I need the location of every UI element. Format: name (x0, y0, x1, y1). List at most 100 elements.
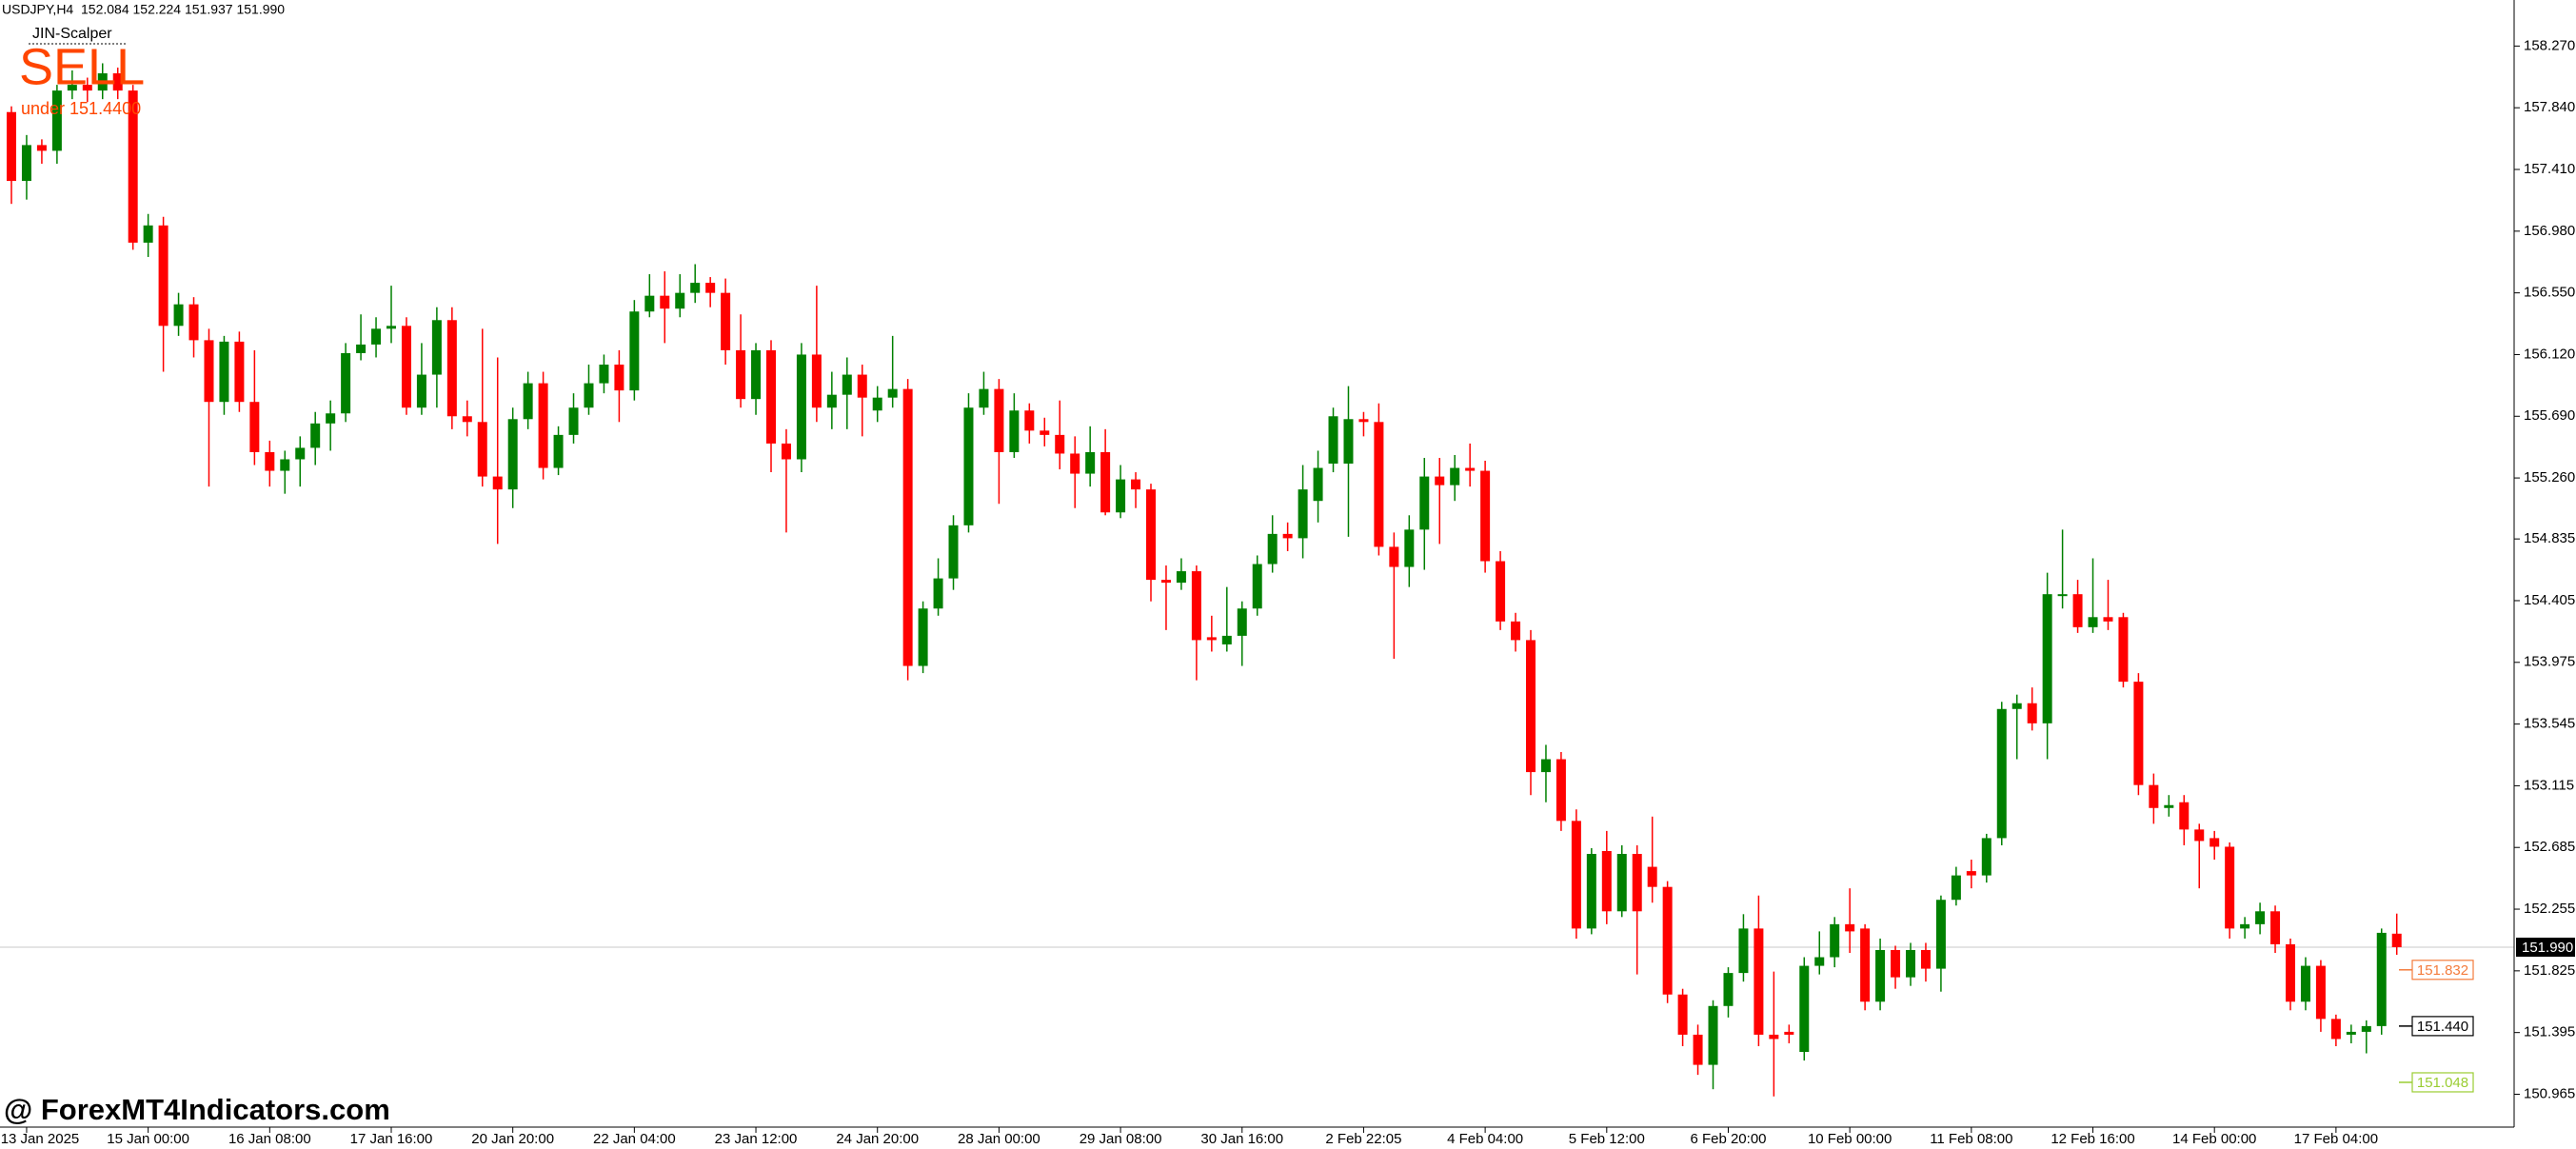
candle-body (2088, 617, 2098, 627)
candle-body (2361, 1025, 2371, 1032)
candle-body (933, 578, 943, 609)
candle-body (341, 352, 351, 414)
candle-body (918, 608, 928, 666)
candle-body (1496, 561, 1506, 622)
indicator-note: under 151.4400 (21, 99, 141, 118)
candle-body (1784, 1031, 1794, 1035)
x-tick-label: 6 Feb 20:00 (1690, 1131, 1766, 1147)
candle-body (1632, 854, 1642, 912)
candle-body (1738, 928, 1749, 974)
candle-body (2072, 594, 2083, 627)
candle-body (1085, 451, 1096, 474)
candle-body (21, 145, 31, 182)
x-tick-label: 10 Feb 00:00 (1808, 1131, 1892, 1147)
candle-body (1267, 533, 1278, 565)
candle-body (51, 90, 62, 151)
y-tick-label: 150.965 (2524, 1085, 2575, 1101)
bid-label: 151.990 (2522, 940, 2573, 956)
candle-body (310, 423, 321, 448)
candle-body (2133, 682, 2144, 785)
candle-body (1358, 419, 1369, 423)
candle-body (1571, 821, 1581, 929)
candle-body (97, 73, 108, 91)
candle-body (2011, 703, 2022, 709)
candle-body (629, 311, 640, 391)
candle-body (280, 459, 290, 471)
x-tick-label: 17 Jan 16:00 (350, 1131, 433, 1147)
candle-body (2209, 838, 2220, 847)
candle-body (1966, 871, 1976, 876)
candle-body (1328, 416, 1338, 465)
candle-body (1131, 479, 1141, 490)
candle-body (1404, 529, 1415, 567)
x-tick-label: 13 Jan 2025 (1, 1131, 80, 1147)
candle-body (781, 443, 791, 460)
candle-body (1875, 949, 1886, 1002)
y-tick-label: 156.120 (2524, 346, 2575, 362)
candle-body (401, 326, 411, 408)
candle-body (1830, 923, 1840, 958)
candle-body (538, 383, 548, 468)
candle-body (1845, 923, 1855, 932)
candle-body (1206, 637, 1217, 641)
candle-body (173, 304, 184, 327)
x-tick-label: 30 Jan 16:00 (1200, 1131, 1283, 1147)
x-tick-label: 24 Jan 20:00 (836, 1131, 919, 1147)
candle-body (36, 145, 47, 151)
candle-body (1981, 838, 1991, 876)
candle-body (492, 476, 503, 490)
y-tick-label: 152.685 (2524, 839, 2575, 855)
candle-body (1160, 580, 1171, 584)
candle-body (128, 90, 138, 243)
candle-body (234, 341, 245, 403)
candle-body (2300, 965, 2310, 1002)
candle-body (736, 349, 746, 400)
candle-body (2149, 784, 2159, 808)
candle-body (705, 283, 716, 293)
candle-body (2240, 923, 2250, 929)
candle-body (826, 394, 837, 408)
candle-body (1935, 900, 1946, 969)
y-tick-label: 153.115 (2524, 777, 2574, 793)
candle-body (1374, 422, 1384, 547)
x-tick-label: 5 Feb 12:00 (1569, 1131, 1645, 1147)
candle-body (1116, 479, 1126, 513)
level-tag (2411, 1016, 2474, 1037)
candle-body (1040, 430, 1050, 435)
candle-body (1677, 994, 1688, 1035)
x-tick-label: 2 Feb 22:05 (1325, 1131, 1401, 1147)
y-tick-label: 154.405 (2524, 592, 2575, 608)
candle-body (1313, 467, 1323, 502)
candle-body (1754, 928, 1764, 1035)
candle-body (265, 451, 275, 471)
candle-body (2315, 965, 2326, 1020)
x-tick-label: 16 Jan 08:00 (228, 1131, 311, 1147)
candle-body (1556, 759, 1566, 822)
y-tick-label: 153.545 (2524, 716, 2575, 732)
candle-body (1708, 1005, 1718, 1065)
candle-body (1920, 949, 1931, 969)
candle-body (158, 225, 168, 327)
candle-body (1070, 453, 1080, 474)
candle-body (82, 85, 92, 91)
candle-body (1799, 965, 1810, 1053)
candle-body (766, 349, 776, 444)
candle-body (2270, 911, 2281, 944)
candle-body (1191, 571, 1201, 641)
candle-body (963, 407, 974, 525)
candle-body (2330, 1019, 2341, 1040)
candle-body (1814, 957, 1825, 966)
candle-body (431, 320, 442, 375)
candle-body (1526, 640, 1536, 773)
candle-body (204, 340, 214, 403)
x-tick-label: 14 Feb 00:00 (2172, 1131, 2256, 1147)
candle-body (584, 383, 594, 408)
candle-body (1450, 467, 1460, 485)
candle-body (1419, 476, 1430, 530)
candle-body (1860, 928, 1871, 1002)
level-label: 151.048 (2417, 1075, 2468, 1091)
candle-body (675, 292, 685, 309)
candle-body (67, 85, 77, 91)
x-tick-label: 20 Jan 20:00 (471, 1131, 554, 1147)
